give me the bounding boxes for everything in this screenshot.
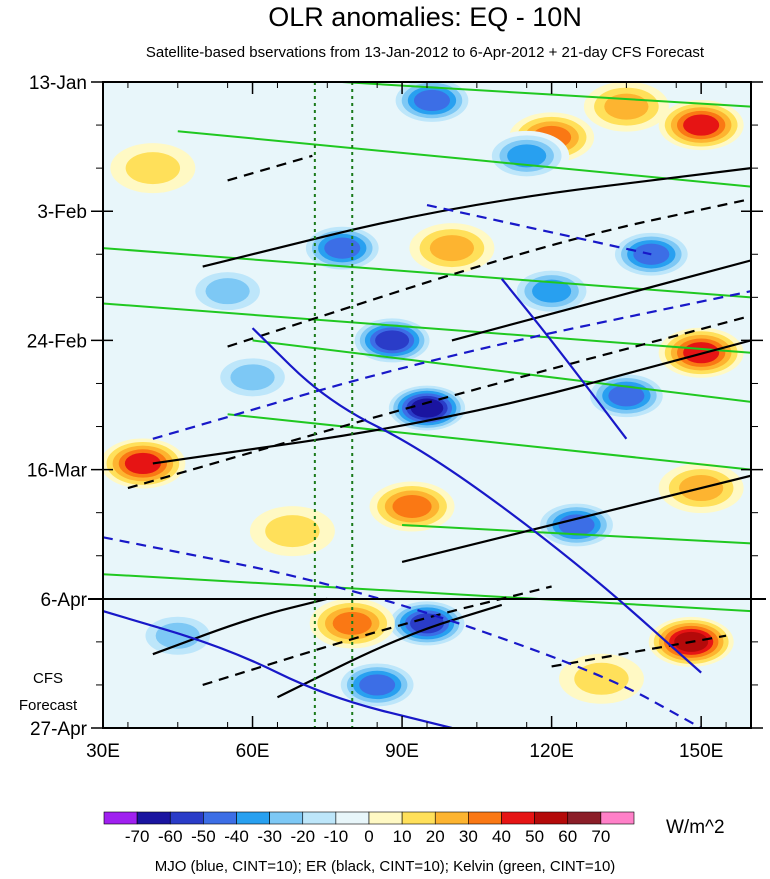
anomaly-blob bbox=[124, 452, 161, 475]
forecast-label-line1: CFS bbox=[33, 670, 63, 687]
er-contour bbox=[127, 314, 751, 490]
y-tick-label: 6-Apr bbox=[41, 590, 88, 611]
wave-contours bbox=[103, 82, 751, 728]
axes: 30E 60E 90E 120E 150E 13-Jan 3-Feb 24-Feb 16-Mar… bbox=[27, 73, 763, 762]
chart-title: OLR anomalies: EQ - 10N bbox=[268, 2, 582, 32]
kelvin-contour bbox=[103, 573, 751, 613]
colorbar-swatch bbox=[501, 811, 535, 825]
er-contour bbox=[227, 154, 313, 182]
kelvin-contour bbox=[402, 523, 751, 545]
kelvin-contour bbox=[252, 339, 751, 403]
y-tick-label: 13-Jan bbox=[29, 73, 87, 94]
colorbar-label: -20 bbox=[290, 827, 315, 846]
anomaly-blob bbox=[429, 235, 475, 262]
anomaly-blob bbox=[413, 89, 451, 112]
colorbar-swatch bbox=[434, 811, 469, 825]
anomaly-blob bbox=[608, 385, 645, 407]
anomaly-blob bbox=[375, 330, 410, 351]
colorbar-swatch bbox=[136, 811, 171, 825]
anomaly-blob bbox=[230, 364, 275, 391]
colorbar-swatch bbox=[468, 811, 502, 825]
er-contour bbox=[227, 197, 751, 348]
footer-caption: MJO (blue, CINT=10); ER (black, CINT=10)… bbox=[155, 858, 616, 875]
mjo-contour bbox=[103, 610, 453, 728]
forecast-label-line2: Forecast bbox=[19, 697, 78, 714]
x-tick-label: 90E bbox=[385, 741, 419, 762]
anomaly-blob bbox=[410, 613, 444, 634]
chart-subtitle: Satellite-based bservations from 13-Jan-… bbox=[146, 44, 705, 61]
er-contour bbox=[551, 634, 727, 668]
colorbar-label: 50 bbox=[525, 827, 544, 846]
er-contour bbox=[451, 259, 751, 342]
colorbar-swatch bbox=[269, 811, 304, 825]
colorbar-swatch bbox=[335, 811, 370, 825]
y-tick-label: 16-Mar bbox=[27, 461, 88, 482]
er-contour bbox=[152, 339, 751, 465]
anomaly-blob bbox=[359, 674, 396, 696]
anomaly-blob bbox=[125, 152, 181, 185]
colorbar-swatch bbox=[203, 811, 237, 825]
colorbar-label: 10 bbox=[393, 827, 412, 846]
mjo-contour bbox=[251, 327, 702, 674]
y-tick-label: 3-Feb bbox=[37, 202, 87, 223]
anomaly-blob bbox=[265, 515, 320, 548]
colorbar-label: -70 bbox=[125, 827, 150, 846]
anomaly-blob bbox=[507, 144, 547, 168]
y-tick-label: 24-Feb bbox=[27, 331, 87, 352]
mjo-contour bbox=[426, 203, 652, 256]
x-tick-label: 150E bbox=[679, 741, 723, 762]
colorbar-label: -10 bbox=[324, 827, 349, 846]
mjo-contour bbox=[152, 290, 751, 440]
anomaly-blob bbox=[392, 495, 432, 519]
anomaly-field bbox=[103, 82, 744, 710]
colorbar-swatch bbox=[401, 811, 436, 825]
kelvin-contour bbox=[177, 130, 751, 188]
anomaly-blob bbox=[683, 114, 720, 136]
colorbar-label: 0 bbox=[364, 827, 373, 846]
anomaly-blob bbox=[558, 514, 595, 536]
colorbar-label: 40 bbox=[492, 827, 511, 846]
kelvin-contour bbox=[103, 302, 751, 354]
colorbar-swatch bbox=[236, 811, 270, 825]
colorbar-unit: W/m^2 bbox=[666, 817, 725, 838]
er-contour bbox=[276, 603, 503, 699]
anomaly-blob bbox=[574, 662, 629, 695]
colorbar-swatch bbox=[169, 811, 204, 825]
x-tick-label: 60E bbox=[236, 741, 270, 762]
colorbar-label: 30 bbox=[459, 827, 478, 846]
er-contour bbox=[152, 597, 328, 656]
colorbar-swatch bbox=[302, 811, 337, 825]
er-contour bbox=[202, 167, 751, 268]
x-tick-label: 30E bbox=[86, 741, 120, 762]
colorbar-swatch bbox=[600, 811, 635, 825]
colorbar-label: 60 bbox=[558, 827, 577, 846]
mjo-contour bbox=[500, 278, 628, 440]
colorbar-swatch bbox=[368, 811, 403, 825]
colorbar-label: -30 bbox=[257, 827, 282, 846]
anomaly-blob bbox=[205, 278, 250, 305]
kelvin-contour bbox=[227, 413, 751, 471]
colorbar-label: -60 bbox=[158, 827, 183, 846]
colorbar-label: -50 bbox=[191, 827, 216, 846]
colorbar-swatch bbox=[534, 811, 569, 825]
anomaly-blob bbox=[324, 237, 361, 259]
colorbar-label: -40 bbox=[224, 827, 249, 846]
x-tick-label: 120E bbox=[529, 741, 573, 762]
reference-lines bbox=[313, 82, 354, 728]
kelvin-contour bbox=[103, 247, 751, 299]
er-contour bbox=[401, 474, 751, 563]
mjo-contour bbox=[103, 536, 702, 728]
colorbar: -70 -60 -50 -40 -30 -20 -10 0 10 20 30 40 50 60 70 bbox=[103, 811, 635, 846]
y-tick-label: 27-Apr bbox=[30, 719, 88, 740]
anomaly-blob bbox=[532, 279, 572, 303]
colorbar-label: 20 bbox=[426, 827, 445, 846]
anomaly-blob bbox=[410, 398, 444, 418]
colorbar-swatch bbox=[103, 811, 138, 825]
colorbar-swatch bbox=[567, 811, 602, 825]
colorbar-label: 70 bbox=[591, 827, 610, 846]
